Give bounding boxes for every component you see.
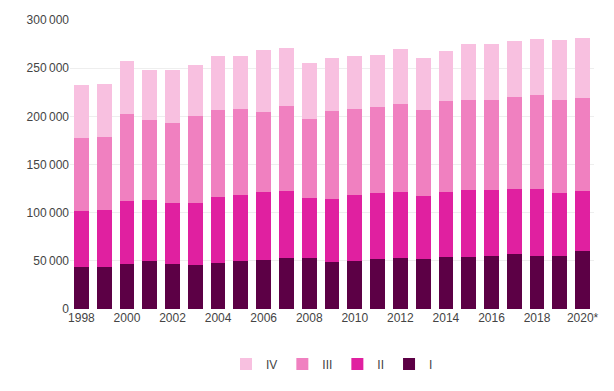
svg-text:2012: 2012 (387, 311, 414, 325)
svg-text:2016: 2016 (478, 311, 505, 325)
svg-text:II: II (377, 358, 384, 372)
svg-text:III: III (322, 358, 332, 372)
svg-text:2010: 2010 (341, 311, 368, 325)
svg-text:2006: 2006 (250, 311, 277, 325)
svg-text:2008: 2008 (296, 311, 323, 325)
svg-text:1998: 1998 (68, 311, 95, 325)
svg-text:2002: 2002 (159, 311, 186, 325)
svg-text:250 000: 250 000 (27, 61, 70, 75)
svg-text:50 000: 50 000 (33, 254, 69, 268)
svg-text:2020*: 2020* (567, 311, 599, 325)
svg-text:I: I (429, 358, 432, 372)
svg-text:100 000: 100 000 (27, 206, 70, 220)
svg-text:2014: 2014 (433, 311, 460, 325)
svg-text:2004: 2004 (205, 311, 232, 325)
svg-text:IV: IV (266, 358, 277, 372)
svg-text:200 000: 200 000 (27, 110, 70, 124)
svg-text:2018: 2018 (524, 311, 551, 325)
svg-text:0: 0 (62, 302, 69, 316)
svg-text:300 000: 300 000 (27, 13, 70, 27)
svg-text:150 000: 150 000 (27, 158, 70, 172)
svg-text:2000: 2000 (114, 311, 141, 325)
